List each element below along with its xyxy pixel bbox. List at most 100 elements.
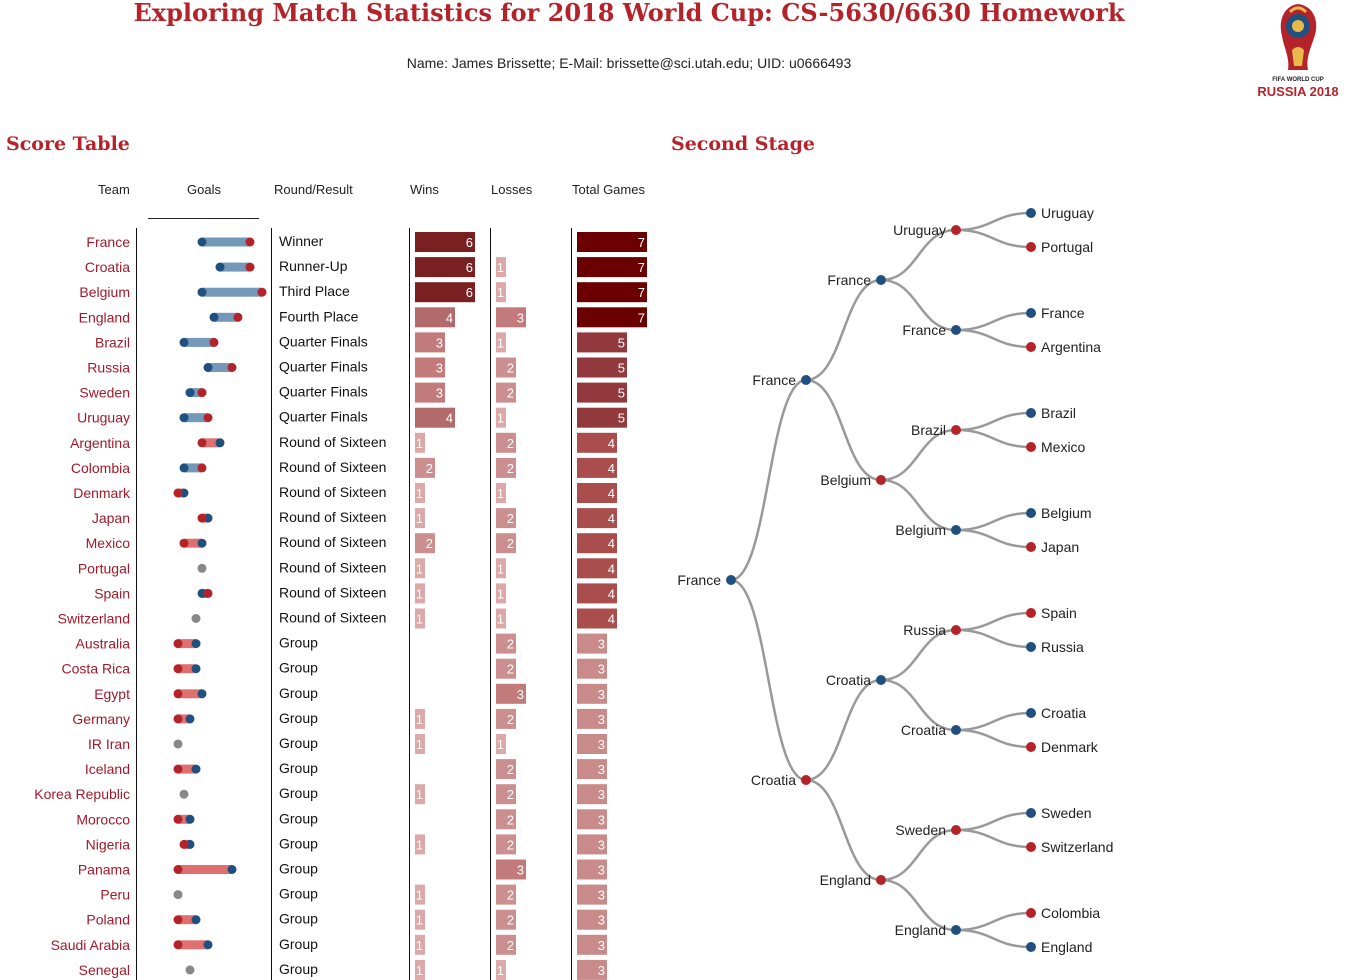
- table-row[interactable]: Denmark Round of Sixteen 1 1 4: [73, 483, 617, 503]
- team-name[interactable]: Peru: [100, 887, 130, 903]
- col-header-round[interactable]: Round/Result: [274, 182, 353, 197]
- node-label[interactable]: England: [1041, 939, 1092, 955]
- table-row[interactable]: Japan Round of Sixteen 1 2 4: [92, 508, 617, 529]
- table-row[interactable]: Korea Republic Group 1 2 3: [34, 784, 607, 805]
- team-name[interactable]: Saudi Arabia: [51, 937, 131, 953]
- team-name[interactable]: Brazil: [95, 334, 130, 350]
- bracket-node[interactable]: Sweden: [895, 822, 961, 838]
- node-label[interactable]: Belgium: [820, 472, 871, 488]
- table-row[interactable]: Sweden Quarter Finals 3 2 5: [79, 382, 627, 403]
- table-row[interactable]: Morocco Group 2 3: [76, 809, 607, 830]
- table-row[interactable]: Peru Group 1 2 3: [100, 884, 607, 905]
- bracket-node[interactable]: Brazil: [911, 422, 961, 438]
- bracket-node[interactable]: England: [820, 872, 886, 888]
- team-name[interactable]: Egypt: [94, 686, 130, 702]
- node-label[interactable]: Japan: [1041, 539, 1079, 555]
- table-row[interactable]: Belgium Third Place 6 1 7: [79, 282, 647, 303]
- team-name[interactable]: Switzerland: [58, 611, 130, 627]
- team-name[interactable]: Mexico: [86, 535, 131, 551]
- bracket-node[interactable]: France: [1026, 305, 1085, 321]
- bracket-node[interactable]: Colombia: [1026, 905, 1100, 921]
- table-row[interactable]: Senegal Group 1 1 3: [79, 959, 607, 980]
- bracket-node[interactable]: Argentina: [1026, 339, 1101, 355]
- bracket-node[interactable]: Croatia: [826, 672, 886, 688]
- team-name[interactable]: Belgium: [79, 284, 130, 300]
- table-row[interactable]: Uruguay Quarter Finals 4 1 5: [77, 407, 627, 428]
- bracket-node[interactable]: England: [1026, 939, 1092, 955]
- bracket-node[interactable]: Croatia: [901, 722, 961, 738]
- col-header-losses[interactable]: Losses: [491, 182, 533, 197]
- team-name[interactable]: Poland: [86, 912, 130, 928]
- table-row[interactable]: IR Iran Group 1 1 3: [88, 734, 607, 754]
- node-label[interactable]: Argentina: [1041, 339, 1101, 355]
- team-name[interactable]: Colombia: [71, 460, 130, 476]
- team-name[interactable]: Argentina: [70, 435, 130, 451]
- bracket-node[interactable]: France: [827, 272, 886, 288]
- table-row[interactable]: Argentina Round of Sixteen 1 2 4: [70, 432, 617, 453]
- team-name[interactable]: Denmark: [73, 485, 131, 501]
- team-name[interactable]: Japan: [92, 510, 130, 526]
- bracket-node[interactable]: France: [902, 322, 961, 338]
- node-label[interactable]: Croatia: [901, 722, 946, 738]
- table-row[interactable]: Panama Group 3 3: [78, 859, 607, 880]
- node-label[interactable]: Russia: [1041, 639, 1084, 655]
- bracket-node[interactable]: Croatia: [751, 772, 811, 788]
- node-label[interactable]: Denmark: [1041, 739, 1099, 755]
- team-name[interactable]: Germany: [72, 711, 130, 727]
- node-label[interactable]: France: [677, 572, 721, 588]
- team-name[interactable]: Morocco: [76, 811, 130, 827]
- node-label[interactable]: France: [752, 372, 796, 388]
- table-row[interactable]: Croatia Runner-Up 6 1 7: [85, 257, 647, 278]
- table-row[interactable]: Switzerland Round of Sixteen 1 1 4: [58, 608, 617, 629]
- bracket-node[interactable]: Belgium: [1026, 505, 1092, 521]
- node-label[interactable]: Portugal: [1041, 239, 1093, 255]
- bracket-node[interactable]: France: [752, 372, 811, 388]
- node-label[interactable]: Croatia: [751, 772, 796, 788]
- node-label[interactable]: Croatia: [826, 672, 871, 688]
- node-label[interactable]: Mexico: [1041, 439, 1086, 455]
- table-row[interactable]: Poland Group 1 2 3: [86, 909, 607, 930]
- node-label[interactable]: Switzerland: [1041, 839, 1113, 855]
- node-label[interactable]: Uruguay: [893, 222, 946, 238]
- table-row[interactable]: Portugal Round of Sixteen 1 1 4: [78, 558, 617, 579]
- col-header-team[interactable]: Team: [98, 182, 130, 197]
- team-name[interactable]: IR Iran: [88, 736, 130, 752]
- bracket-node[interactable]: Mexico: [1026, 439, 1086, 455]
- node-label[interactable]: England: [820, 872, 871, 888]
- team-name[interactable]: France: [86, 234, 130, 250]
- bracket-node[interactable]: Spain: [1026, 605, 1077, 621]
- table-row[interactable]: Spain Round of Sixteen 1 1 4: [94, 583, 617, 604]
- table-row[interactable]: Costa Rica Group 2 3: [62, 658, 607, 679]
- table-row[interactable]: Germany Group 1 2 3: [72, 708, 607, 729]
- node-label[interactable]: Uruguay: [1041, 205, 1094, 221]
- bracket-node[interactable]: Brazil: [1026, 405, 1076, 421]
- bracket-node[interactable]: Uruguay: [893, 222, 961, 238]
- team-name[interactable]: Iceland: [85, 761, 130, 777]
- table-row[interactable]: Egypt Group 3 3: [94, 683, 607, 704]
- table-row[interactable]: Russia Quarter Finals 3 2 5: [87, 357, 627, 378]
- team-name[interactable]: England: [79, 309, 130, 325]
- table-row[interactable]: Mexico Round of Sixteen 2 2 4: [86, 533, 617, 554]
- team-name[interactable]: Senegal: [79, 962, 130, 978]
- node-label[interactable]: Belgium: [1041, 505, 1092, 521]
- team-name[interactable]: Nigeria: [86, 836, 131, 852]
- team-name[interactable]: Spain: [94, 585, 130, 601]
- node-label[interactable]: Russia: [903, 622, 946, 638]
- node-label[interactable]: Belgium: [895, 522, 946, 538]
- node-label[interactable]: Sweden: [1041, 805, 1092, 821]
- team-name[interactable]: Australia: [76, 636, 131, 652]
- node-label[interactable]: France: [902, 322, 946, 338]
- bracket-node[interactable]: Croatia: [1026, 705, 1086, 721]
- table-row[interactable]: Australia Group 2 3: [76, 633, 607, 654]
- table-row[interactable]: Nigeria Group 1 2 3: [86, 834, 607, 855]
- bracket-node[interactable]: Russia: [903, 622, 961, 638]
- bracket-node[interactable]: Denmark: [1026, 739, 1099, 755]
- node-label[interactable]: Croatia: [1041, 705, 1086, 721]
- team-name[interactable]: Portugal: [78, 560, 130, 576]
- bracket-node[interactable]: Portugal: [1026, 239, 1093, 255]
- node-label[interactable]: England: [895, 922, 946, 938]
- col-header-goals[interactable]: Goals: [187, 182, 221, 197]
- bracket-node[interactable]: Russia: [1026, 639, 1084, 655]
- team-name[interactable]: Korea Republic: [34, 786, 130, 802]
- table-row[interactable]: Saudi Arabia Group 1 2 3: [51, 934, 607, 955]
